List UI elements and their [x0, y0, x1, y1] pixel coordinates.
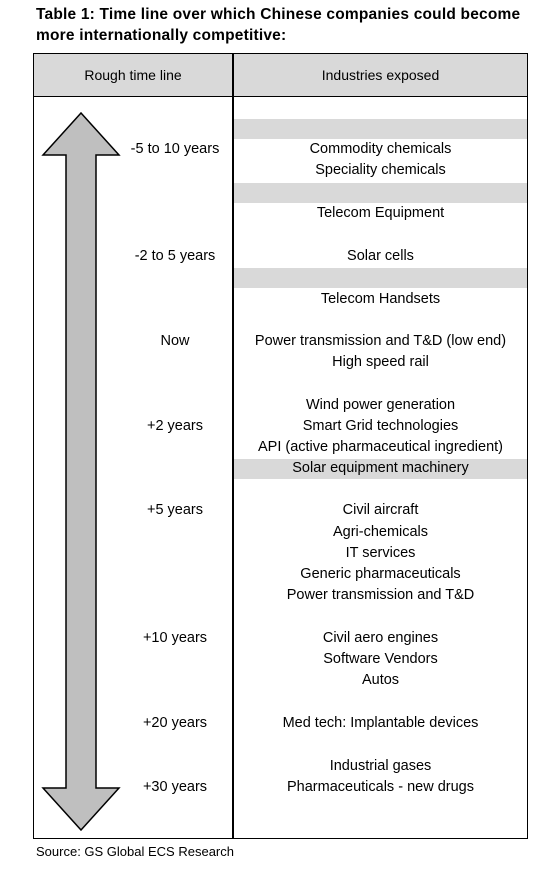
industry-item: Commodity chemicals — [309, 141, 452, 157]
industry-item: Agri-chemicals — [332, 524, 429, 540]
table-frame — [33, 53, 528, 839]
industry-item: Civil aircraft — [342, 502, 419, 518]
table-title: Table 1: Time line over which Chinese co… — [36, 6, 521, 44]
industry-item: High speed rail — [332, 354, 429, 370]
separator-band — [234, 119, 527, 139]
timeline-label: -5 to 10 years — [130, 141, 220, 157]
industry-item: Pharmaceuticals - new drugs — [287, 779, 474, 795]
industry-item: Wind power generation — [305, 397, 456, 413]
industry-item: Autos — [361, 672, 400, 688]
timeline-label: +30 years — [142, 779, 208, 795]
industry-item: Solar equipment machinery — [292, 460, 469, 476]
header-industries: Industries exposed — [234, 54, 527, 97]
industry-item: Solar cells — [347, 248, 414, 264]
header-timeline: Rough time line — [34, 54, 232, 97]
timeline-arrow-shape — [41, 111, 121, 832]
timeline-label: +10 years — [142, 630, 208, 646]
industry-item: Power transmission and T&D (low end) — [254, 333, 507, 349]
industry-item: Industrial gases — [329, 758, 432, 774]
timeline-label: Now — [160, 333, 190, 349]
industry-item: Software Vendors — [323, 651, 438, 667]
separator-band — [234, 459, 527, 479]
separator-band — [234, 268, 527, 288]
industry-item: API (active pharmaceutical ingredient) — [257, 439, 503, 455]
separator-band — [234, 183, 527, 203]
timeline-label: +2 years — [146, 418, 204, 434]
column-divider — [232, 53, 234, 839]
timeline-label: -2 to 5 years — [134, 248, 216, 264]
industry-item: Telecom Equipment — [316, 205, 445, 221]
industry-item: Power transmission and T&D — [286, 587, 475, 603]
timeline-label: +20 years — [142, 715, 208, 731]
industry-item: Telecom Handsets — [320, 291, 441, 307]
industry-item: IT services — [345, 545, 416, 561]
industry-item: Smart Grid technologies — [302, 418, 459, 434]
source-note: Source: GS Global ECS Research — [36, 844, 234, 859]
timeline-label: +5 years — [146, 502, 204, 518]
industry-item: Med tech: Implantable devices — [282, 715, 479, 731]
industry-item: Generic pharmaceuticals — [300, 566, 461, 582]
industry-item: Civil aero engines — [322, 630, 439, 646]
industry-item: Speciality chemicals — [315, 162, 446, 178]
